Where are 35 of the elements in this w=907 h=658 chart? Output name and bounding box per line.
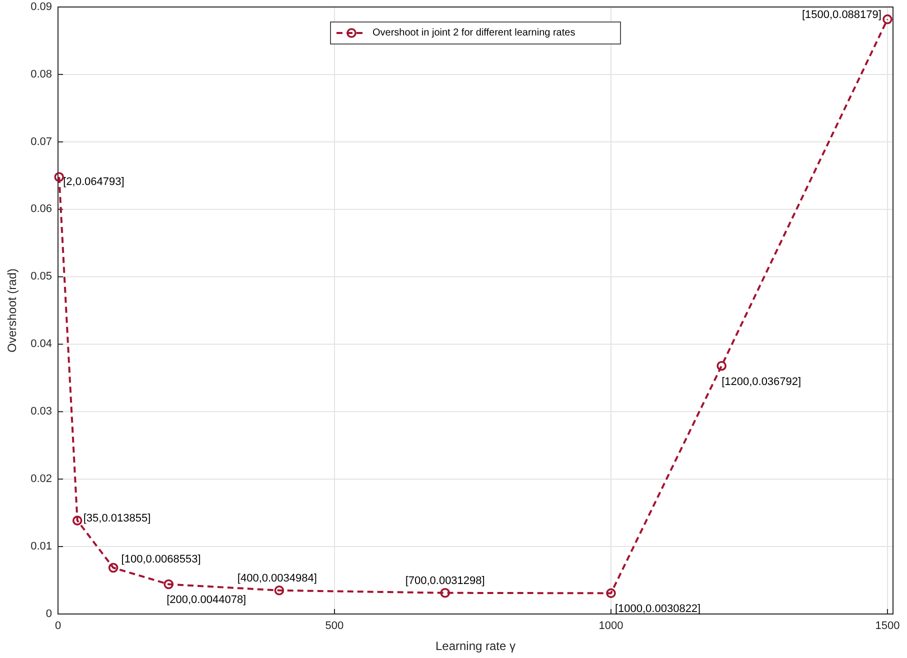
x-tick-label: 1000: [598, 620, 624, 632]
x-tick-label: 0: [54, 620, 62, 632]
y-tick-label: 0.05: [30, 270, 52, 283]
point: [164, 579, 174, 590]
point: [606, 588, 616, 598]
y-tick-label: 0: [46, 608, 52, 620]
data-label: [2,0.064793]: [63, 176, 124, 188]
x-tick-label: 1500: [875, 620, 900, 632]
point: [440, 588, 450, 598]
y-tick-label: 0.01: [30, 540, 52, 552]
y-tick-label: 0.09: [30, 0, 52, 13]
y-tick-label: 0.07: [30, 136, 52, 148]
y-tick-label: 0.06: [30, 203, 52, 216]
data-label: [100,0.0068553]: [121, 554, 201, 566]
y-tick-label: 0.03: [30, 406, 52, 418]
point: [108, 562, 118, 573]
x-tick-label: 500: [325, 620, 344, 632]
legend-label: Overshoot in joint 2 for different learning rates: [372, 28, 576, 39]
data-label: [1200,0.036792]: [722, 376, 802, 388]
point: [274, 586, 284, 596]
point: [882, 14, 892, 24]
y-tick-label: 0.04: [30, 338, 52, 350]
y-axis-title: Overshoot (rad): [5, 268, 19, 353]
y-tick-label: 0.08: [30, 68, 52, 80]
x-axis-title: Learning rate γ: [435, 639, 516, 653]
point: [54, 172, 64, 182]
data-label: [1000,0.0030822]: [614, 603, 701, 616]
data-label: [200,0.0044078]: [166, 594, 246, 606]
data-label: [400,0.0034984]: [237, 572, 317, 584]
data-label: [700,0.0031298]: [405, 574, 485, 587]
y-tick-label: 0.02: [30, 473, 52, 486]
data-label: [35,0.013855]: [83, 512, 151, 524]
point: [716, 360, 726, 371]
data-label: [1500,0.088179]: [802, 9, 882, 22]
point: [72, 516, 82, 526]
